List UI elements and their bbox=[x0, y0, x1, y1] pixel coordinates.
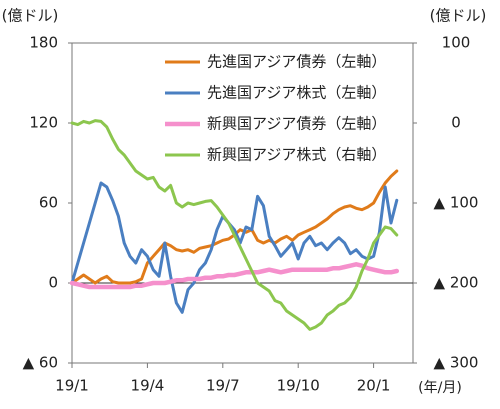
y-axis-label: (億ドル) bbox=[2, 7, 59, 25]
y-tick-label: 180 bbox=[29, 34, 58, 52]
y2-axis-label: (億ドル) bbox=[430, 7, 487, 25]
y2-tick-label: ▲ 200 bbox=[434, 274, 479, 292]
y-tick-label: 120 bbox=[29, 114, 58, 132]
series-line bbox=[70, 119, 399, 331]
y2-tick-label: ▲ 100 bbox=[434, 194, 479, 212]
y2-tick-label: 0 bbox=[451, 114, 461, 132]
y-tick-label: 60 bbox=[39, 194, 58, 212]
y2-tick-label: ▲ 300 bbox=[434, 354, 479, 372]
x-tick-label: 19/7 bbox=[206, 377, 240, 395]
y2-tick-label: 100 bbox=[442, 34, 471, 52]
series-line bbox=[69, 262, 400, 290]
x-tick-label: 20/1 bbox=[357, 377, 391, 395]
x-tick-label: 19/4 bbox=[131, 377, 165, 395]
x-tick-label: 19/10 bbox=[277, 377, 320, 395]
x-tick-label: 19/1 bbox=[55, 377, 89, 395]
series-line bbox=[70, 181, 399, 314]
y-tick-label: 0 bbox=[48, 274, 58, 292]
legend-label: 先進国アジア債券（左軸） bbox=[207, 53, 386, 71]
legend-label: 先進国アジア株式（左軸） bbox=[207, 84, 386, 102]
legend-label: 新興国アジア株式（右軸） bbox=[207, 146, 386, 164]
y-tick-label: ▲ 60 bbox=[23, 354, 58, 372]
x-axis-label: (年/月) bbox=[418, 380, 462, 396]
legend-label: 新興国アジア債券（左軸） bbox=[207, 115, 386, 133]
